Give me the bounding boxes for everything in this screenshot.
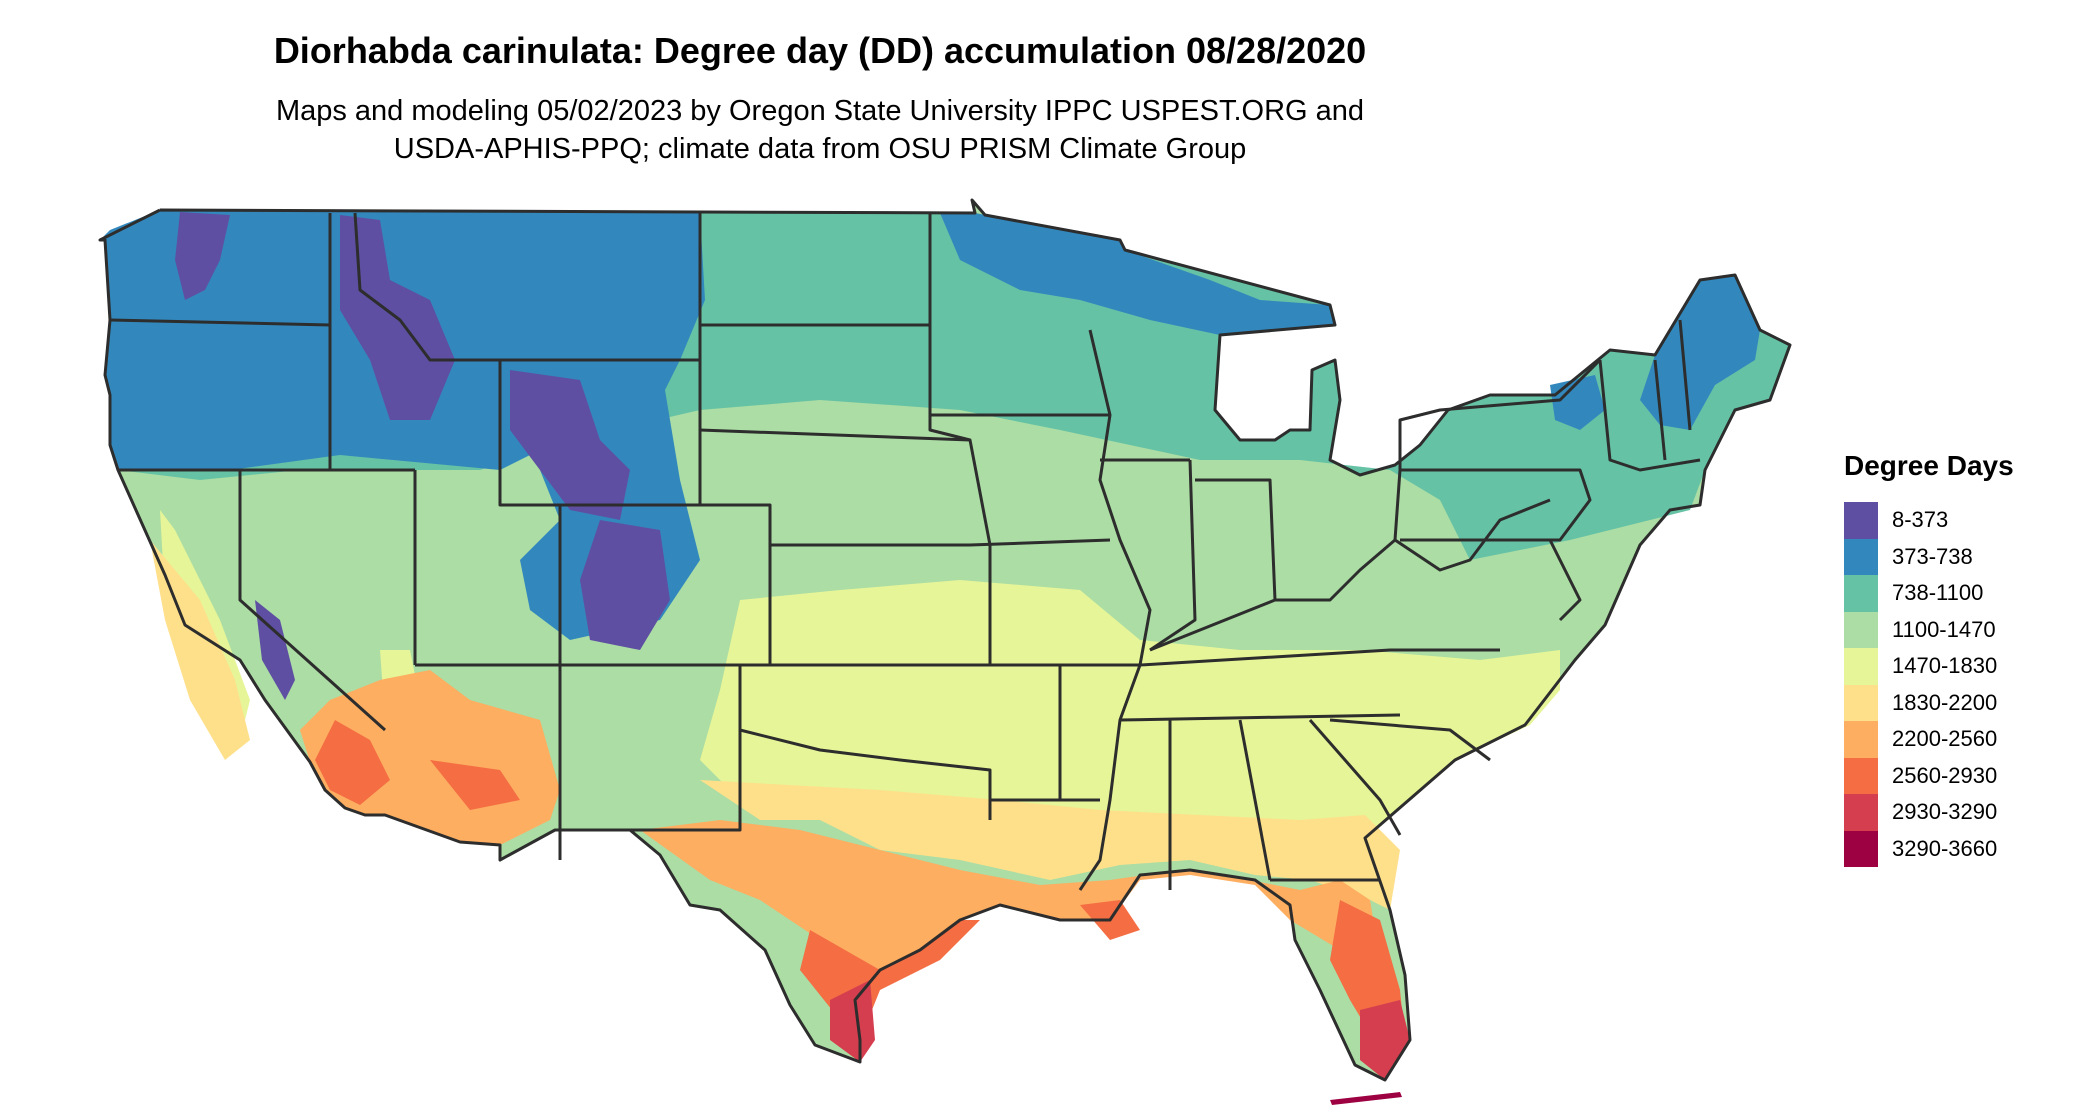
map-title: Diorhabda carinulata: Degree day (DD) ac…: [273, 30, 1367, 71]
border-nc-sc: [1329, 718, 1491, 762]
zone-8-373-wyoming: [510, 370, 630, 520]
legend-title: Degree Days: [1844, 450, 2014, 481]
border-mississippi: [1078, 329, 1152, 891]
border-in-oh: [1195, 478, 1277, 601]
border-il-in: [1149, 459, 1197, 652]
border-ny: [1398, 358, 1602, 470]
border-dakotas-mn: [928, 213, 992, 665]
legend-label: 1100-1470: [1892, 616, 1996, 642]
border-va-wv: [1394, 498, 1551, 572]
zone-1830-2200: [700, 780, 1400, 910]
zone-2560-2930-sw: [315, 720, 390, 805]
legend-label: 738-1100: [1892, 580, 1984, 606]
border-wa-or: [109, 318, 331, 327]
border-ky-tn: [1139, 648, 1500, 667]
legend-item: 1470-1830: [1844, 648, 2014, 685]
us-outline: [98, 198, 1792, 1082]
zone-8-373-cascades: [175, 212, 230, 300]
legend-item: 2200-2560: [1844, 721, 2014, 758]
legend-label: 2560-2930: [1892, 762, 1998, 788]
border-new-england: [1598, 359, 1701, 472]
legend-swatch: [1844, 575, 1878, 612]
legend-item: 1100-1470: [1844, 611, 2014, 648]
border-nm: [560, 663, 742, 832]
zone-2200-2560-gulf: [640, 820, 1380, 970]
legend-label: 2930-3290: [1892, 799, 1998, 825]
border-al-ga: [1238, 719, 1272, 881]
legend-item: 1830-2200: [1844, 684, 2014, 721]
legend-item: 2560-2930: [1844, 757, 2014, 794]
legend-label: 1830-2200: [1892, 689, 1998, 715]
legend-swatch: [1844, 721, 1878, 758]
zone-8-373-sierra: [255, 600, 295, 700]
subtitle-line-1: Maps and modeling 05/02/2023 by Oregon S…: [275, 95, 1365, 127]
border-ga-sc: [1308, 719, 1402, 836]
legend-swatch: [1844, 502, 1878, 539]
zone-3290-3660-keys: [1330, 1092, 1402, 1105]
border-ia-mo: [969, 538, 1111, 547]
legend-swatch: [1844, 757, 1878, 794]
zone-1830-2200-ca: [150, 540, 250, 760]
border-id-mt: [353, 212, 500, 362]
legend-item: 3290-3660: [1844, 830, 2014, 867]
legend: Degree Days 8-373 373-738 738-1100 1100-147…: [1844, 450, 2014, 867]
border-vt-nh: [1653, 359, 1667, 461]
zone-373-738-maine: [1640, 275, 1760, 430]
legend-label: 1470-1830: [1892, 653, 1998, 679]
legend-swatch: [1844, 648, 1878, 685]
map-subtitle: Maps and modeling 05/02/2023 by Oregon S…: [0, 92, 1640, 168]
zone-1470-1830: [700, 580, 1560, 840]
border-ca-nv: [238, 470, 387, 732]
legend-swatch: [1844, 538, 1878, 575]
legend-swatch: [1844, 830, 1878, 867]
legend-item: 738-1100: [1844, 575, 2014, 612]
legend-label: 8-373: [1892, 507, 1949, 533]
state-borders: [98, 198, 1792, 1082]
legend-swatch: [1844, 611, 1878, 648]
legend-item: 2930-3290: [1844, 794, 2014, 831]
legend-label: 2200-2560: [1892, 726, 1998, 752]
degree-day-zones: [100, 210, 1790, 1105]
legend-item: 8-373: [1844, 502, 2014, 539]
legend-label: 373-738: [1892, 543, 1973, 569]
legend-label: 3290-3660: [1892, 835, 1998, 861]
zone-8-373-colorado: [580, 520, 670, 650]
border-tn-south: [1119, 713, 1401, 722]
legend-items: 8-373 373-738 738-1100 1100-1470 1470-1830 18…: [1844, 502, 2014, 867]
border-ok-tx: [738, 665, 992, 820]
legend-swatch: [1844, 794, 1878, 831]
border-nh-me: [1678, 319, 1692, 431]
zone-2930-3290-tx: [830, 980, 875, 1062]
legend-item: 373-738: [1844, 538, 2014, 575]
border-pa: [1400, 468, 1592, 542]
subtitle-line-2: USDA-APHIS-PPQ; climate data from OSU PR…: [393, 133, 1247, 165]
border-sd-ne: [699, 428, 971, 442]
zone-373-738-minnesota: [940, 213, 1335, 335]
zone-2560-2930-az: [430, 760, 520, 810]
border-md-de: [1548, 539, 1582, 622]
legend-swatch: [1844, 684, 1878, 721]
